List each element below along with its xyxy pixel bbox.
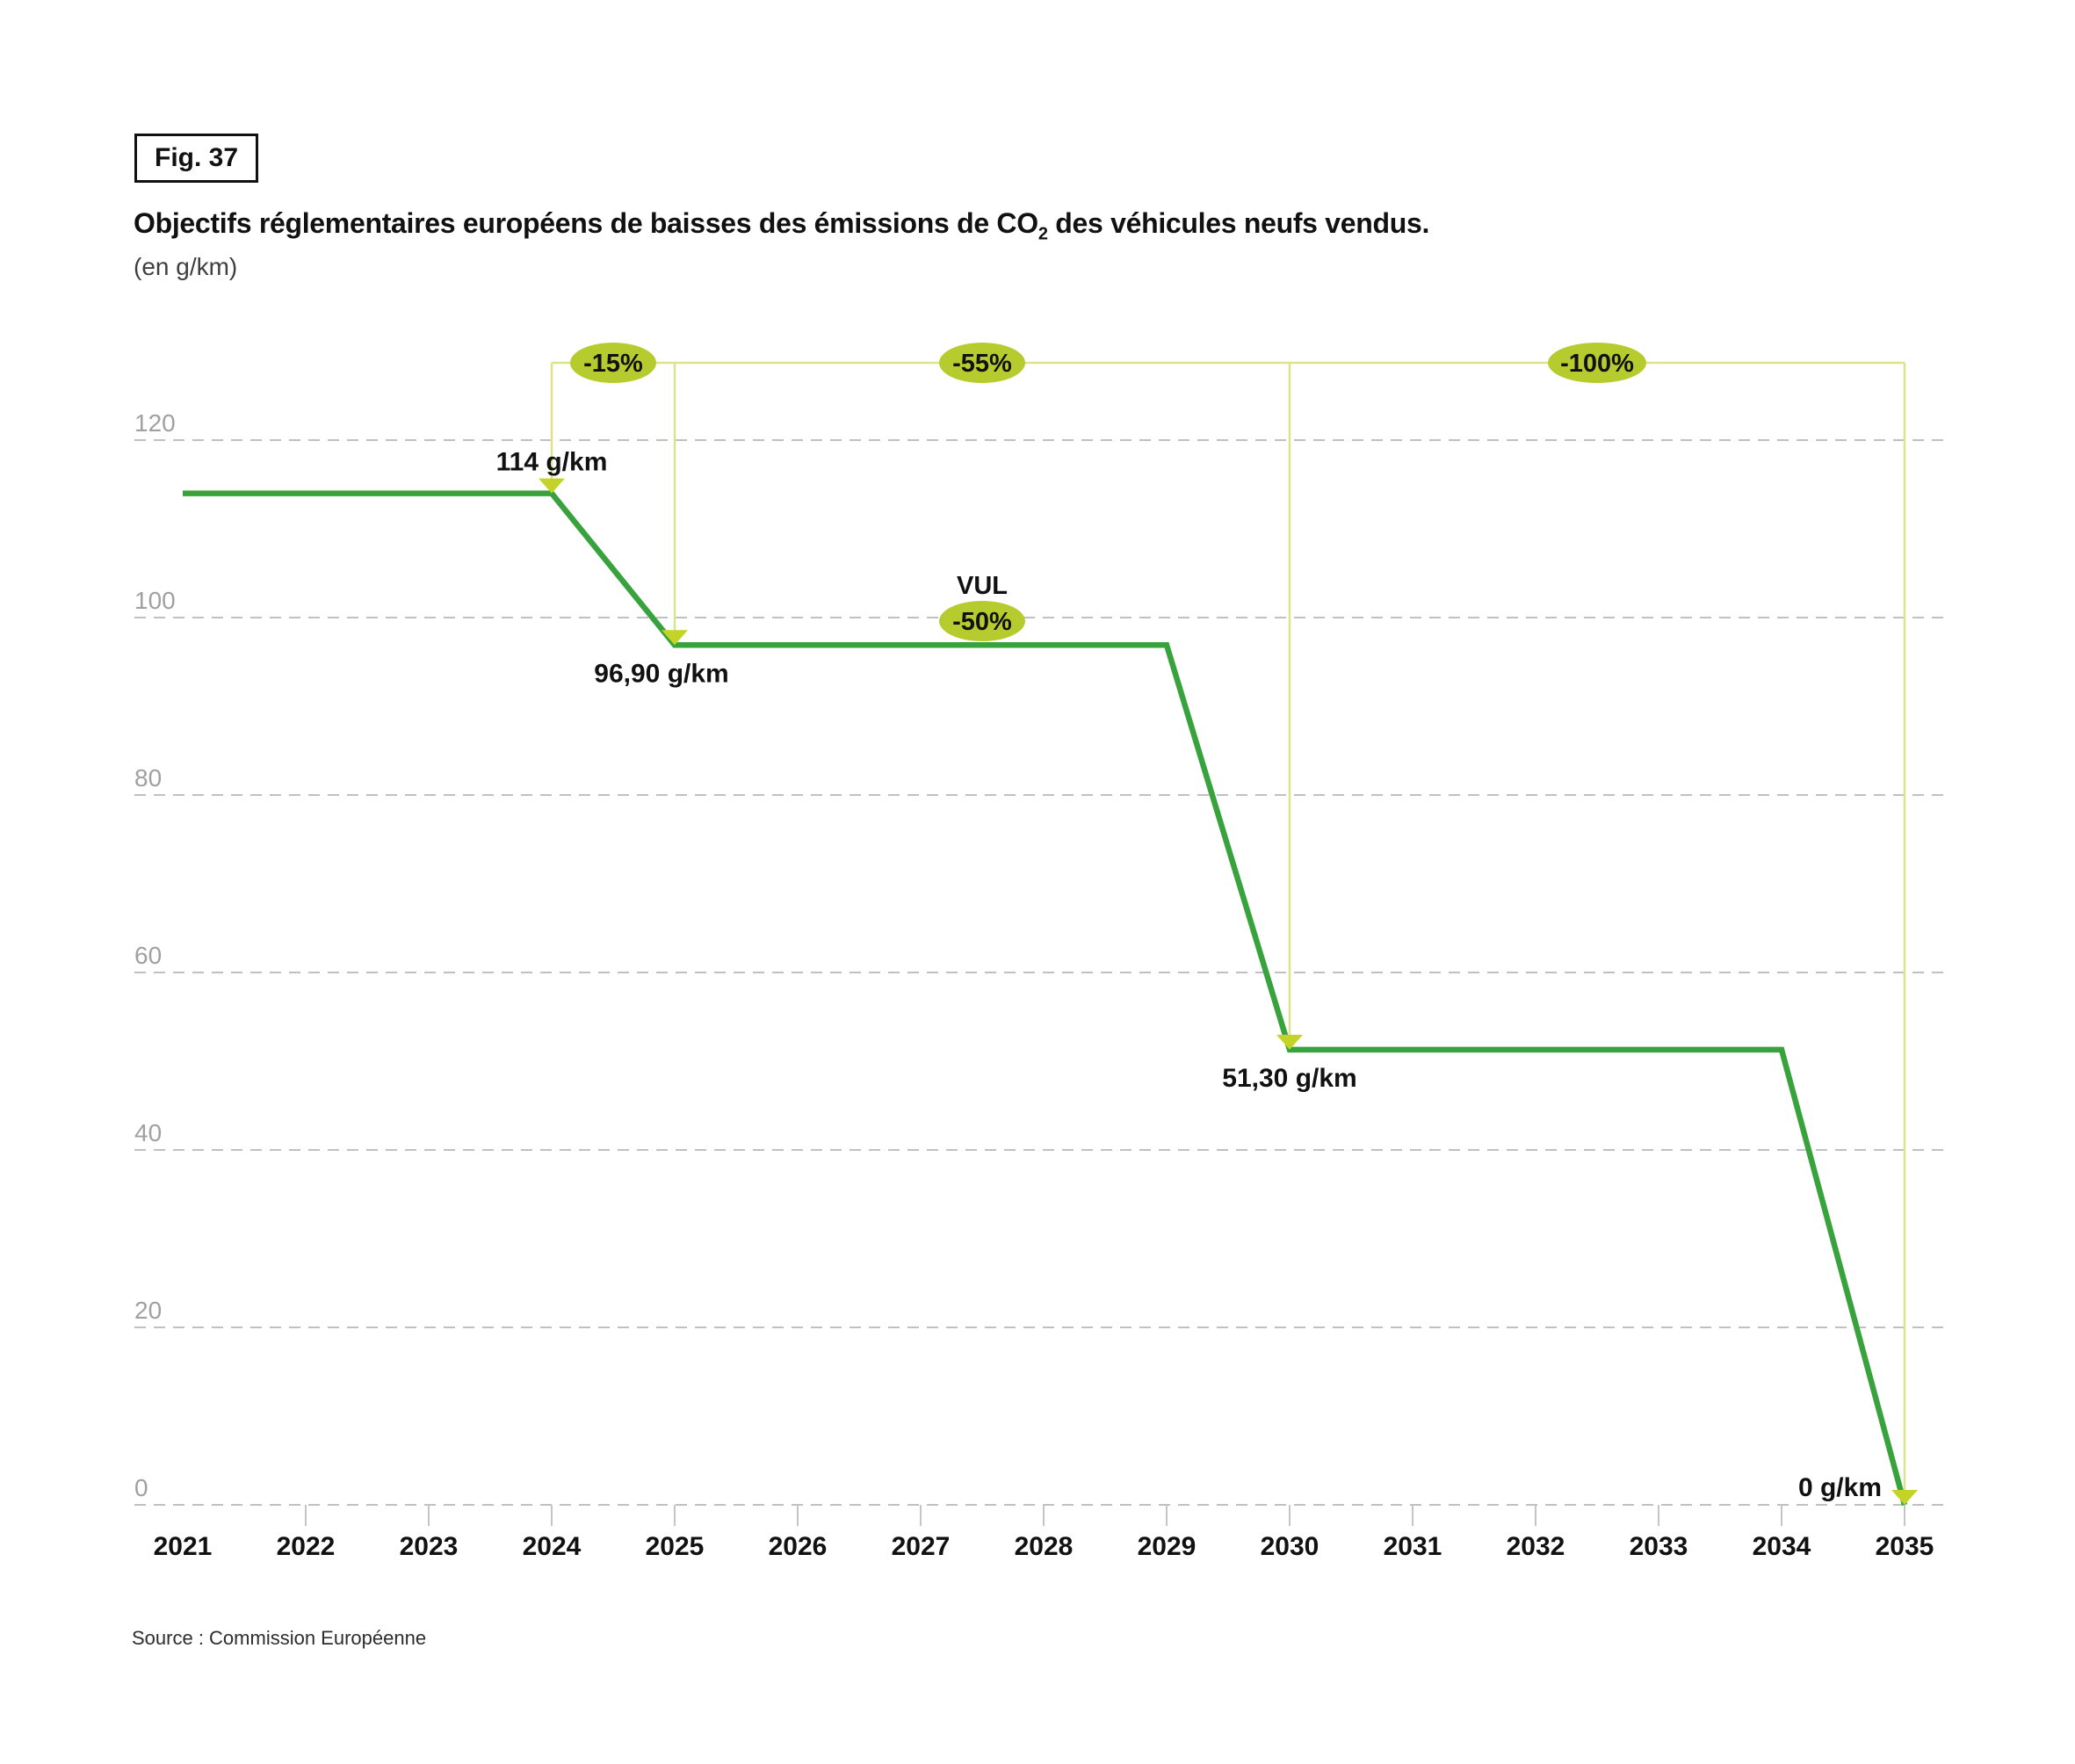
x-tick-label-2028: 2028: [1015, 1532, 1074, 1561]
x-tick-label-2022: 2022: [277, 1532, 336, 1561]
point-label-2030: 51,30 g/km: [1222, 1064, 1356, 1093]
annotation-label--100%: -100%: [1560, 350, 1634, 378]
target-marker-2035: [1891, 1490, 1918, 1505]
x-tick-label-2029: 2029: [1138, 1532, 1197, 1561]
target-marker-2025: [662, 630, 688, 646]
figure-badge: Fig. 37: [134, 134, 259, 183]
annotation-ellipse--15%: [570, 343, 656, 383]
y-tick-label-120: 120: [134, 409, 176, 437]
y-tick-label-40: 40: [134, 1119, 162, 1146]
point-label-2025: 96,90 g/km: [594, 659, 728, 688]
x-tick-label-2030: 2030: [1261, 1532, 1319, 1561]
annotation-label--55%: -55%: [952, 350, 1012, 378]
x-tick-label-2026: 2026: [769, 1532, 828, 1561]
y-tick-label-60: 60: [134, 942, 162, 969]
x-tick-label-2033: 2033: [1630, 1532, 1688, 1561]
x-tick-label-2027: 2027: [892, 1532, 951, 1561]
x-tick-label-2024: 2024: [523, 1532, 582, 1561]
target-marker-2030: [1276, 1034, 1303, 1050]
y-tick-label-20: 20: [134, 1297, 162, 1324]
y-tick-label-0: 0: [134, 1474, 148, 1501]
annotation-ellipse--100%: [1548, 343, 1646, 383]
x-tick-label-2032: 2032: [1507, 1532, 1565, 1561]
x-tick-label-2025: 2025: [646, 1532, 705, 1561]
x-tick-label-2021: 2021: [154, 1532, 213, 1561]
chart-title-pre: Objectifs réglementaires européens de ba…: [134, 207, 1038, 239]
x-tick-label-2035: 2035: [1876, 1532, 1934, 1561]
chart-subtitle: (en g/km): [134, 253, 238, 280]
y-tick-label-80: 80: [134, 764, 162, 792]
point-label-2024: 114 g/km: [496, 448, 608, 477]
x-tick-label-2034: 2034: [1753, 1532, 1811, 1561]
target-marker-2024: [539, 478, 565, 494]
point-label-2035: 0 g/km: [1798, 1473, 1882, 1502]
source-note: Source : Commission Européenne: [132, 1627, 427, 1649]
vul-label: VUL: [957, 572, 1008, 600]
x-tick-label-2023: 2023: [400, 1532, 459, 1561]
annotation-ellipse--50%: [939, 601, 1025, 641]
chart-title-post: des véhicules neufs vendus.: [1047, 207, 1430, 239]
annotation-label--50%: -50%: [952, 608, 1012, 636]
x-tick-label-2031: 2031: [1384, 1532, 1442, 1561]
co2-subscript: 2: [1038, 224, 1048, 244]
chart-title: Objectifs réglementaires européens de ba…: [134, 207, 1429, 244]
y-tick-label-100: 100: [134, 587, 176, 614]
emissions-target-line: [183, 490, 1908, 1506]
annotation-label--15%: -15%: [583, 350, 643, 378]
annotation-ellipse--55%: [939, 343, 1025, 383]
